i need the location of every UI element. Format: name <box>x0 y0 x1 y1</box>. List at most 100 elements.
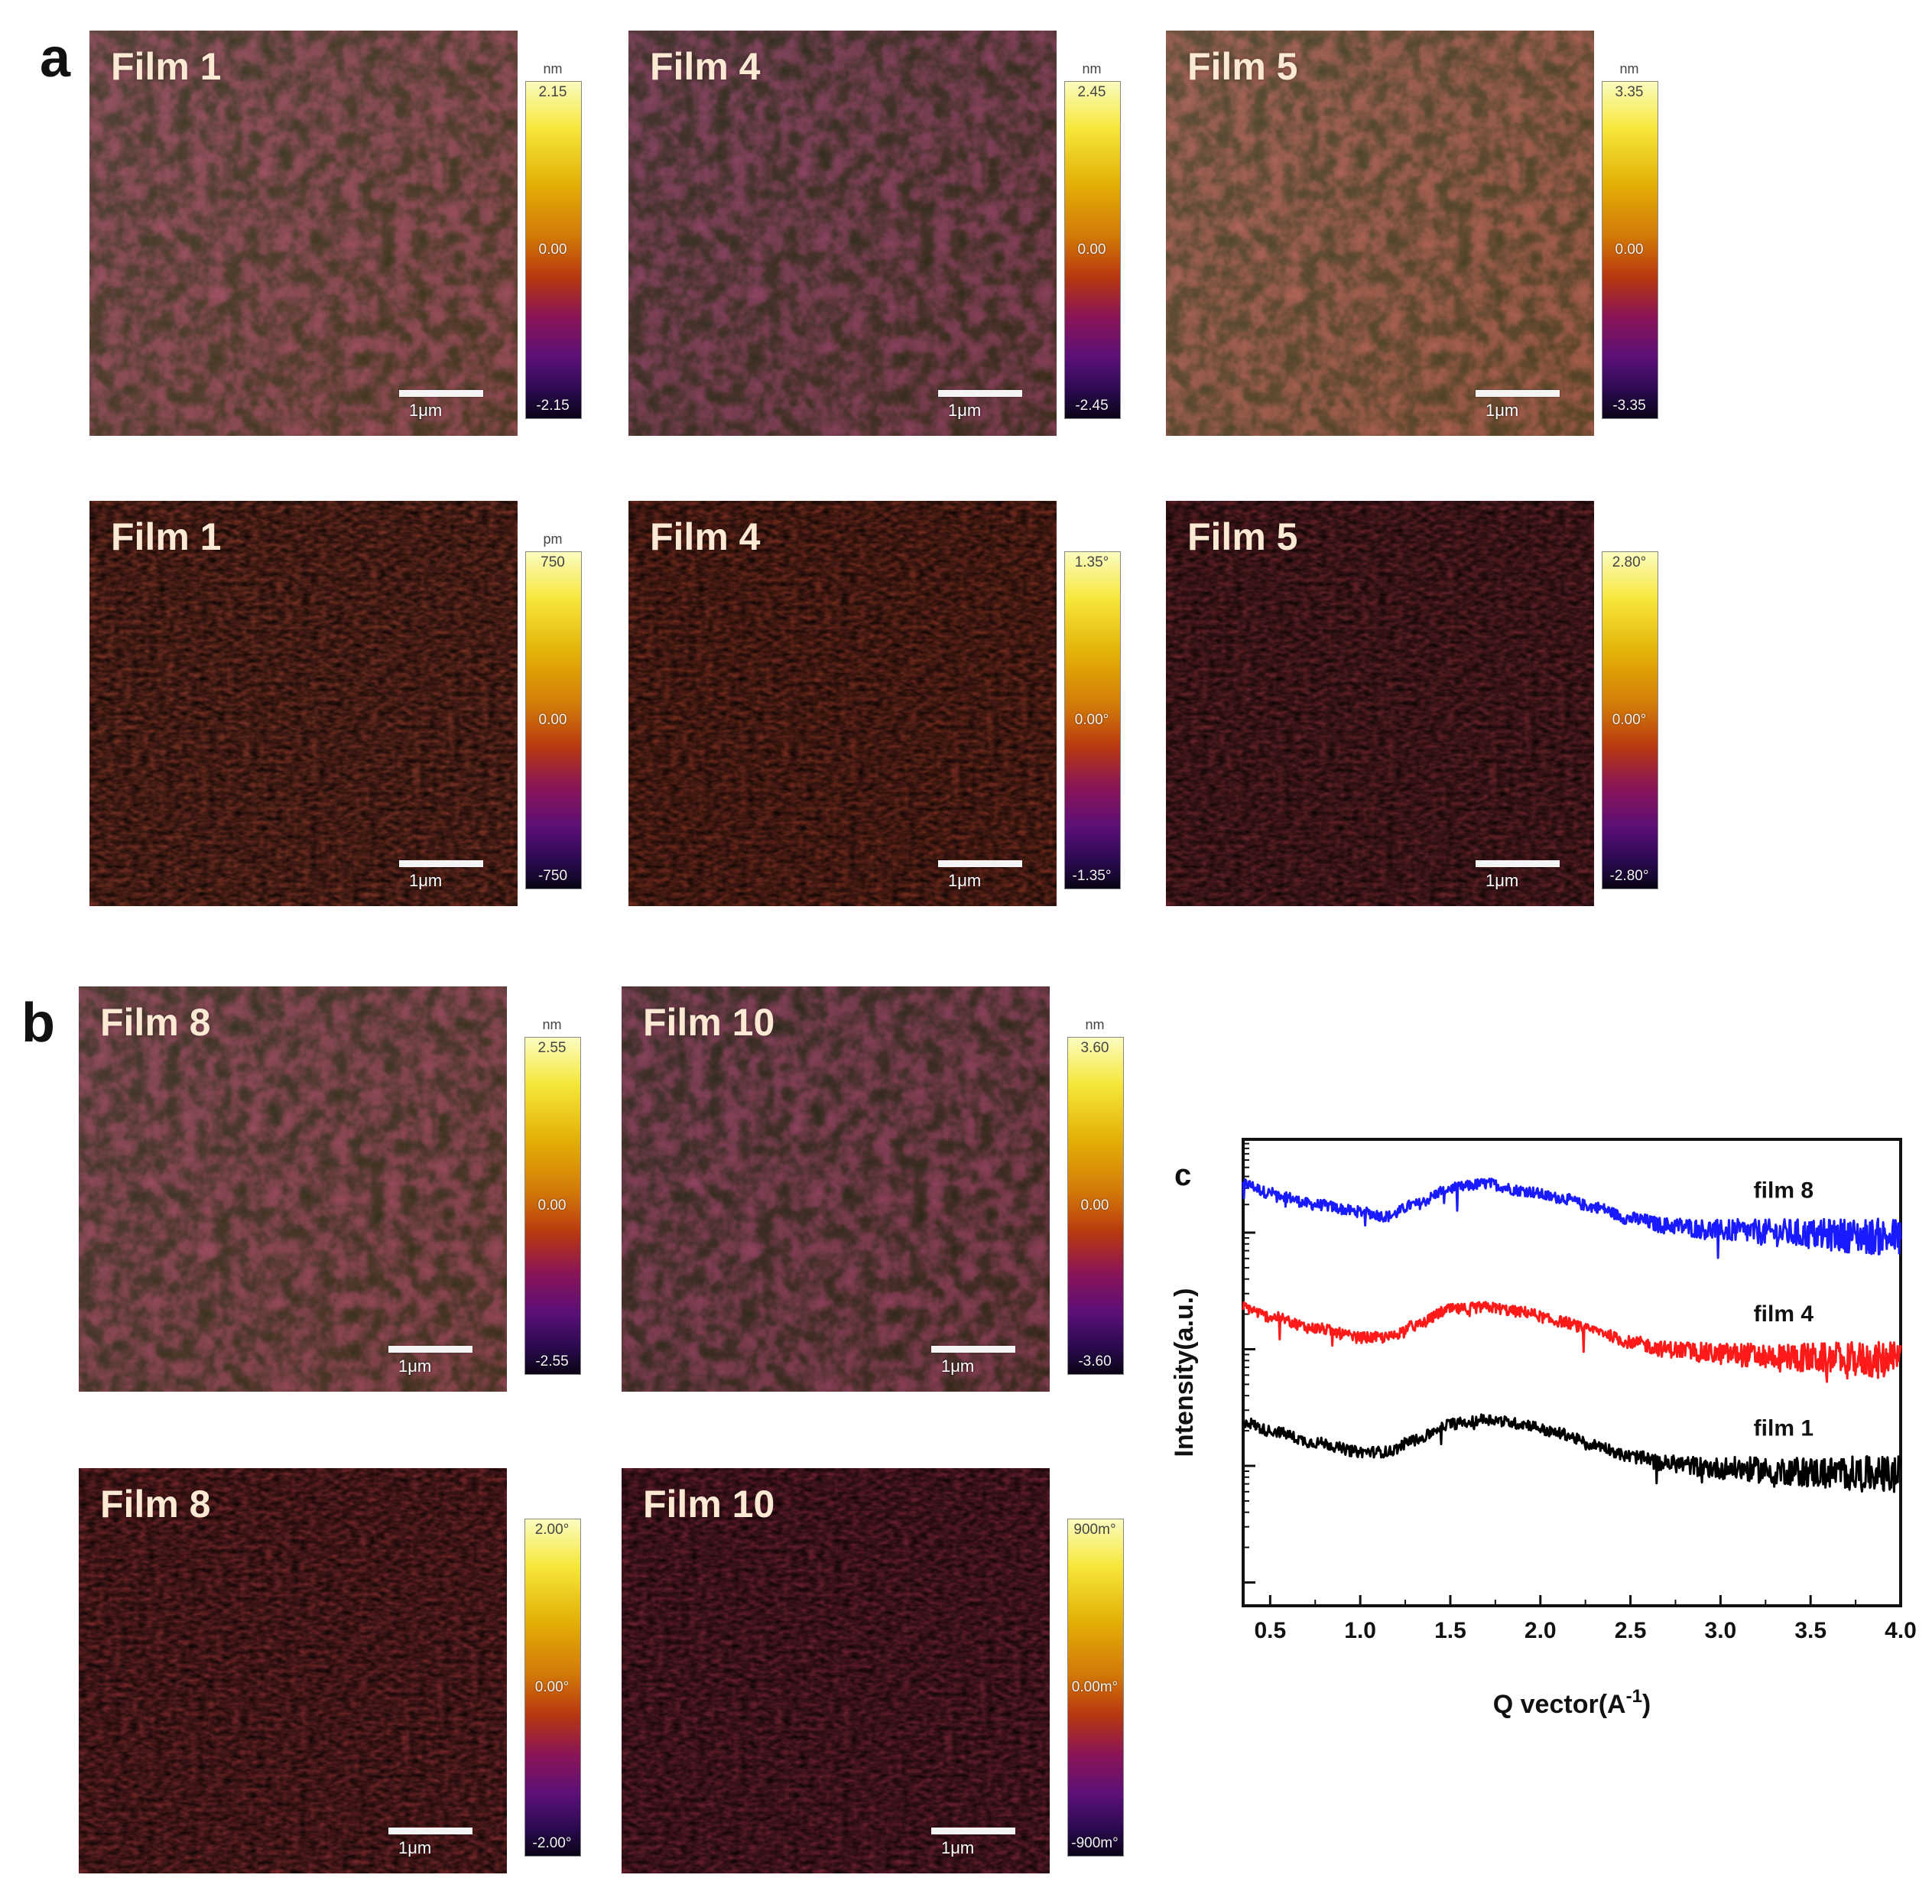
scale-bar-label: 1μm <box>1486 401 1519 420</box>
colorbar-max: 2.80° <box>1612 554 1647 570</box>
plot-frame <box>1242 1138 1902 1607</box>
afm-image-a-height-film5: Film 5 1μm <box>1166 31 1594 436</box>
colorbar-min: -3.60 <box>1078 1353 1112 1370</box>
scale-bar <box>399 860 483 867</box>
series-label: film 1 <box>1754 1415 1813 1441</box>
colorbar-b-height-film10: nm 3.60 0.00 -3.60 <box>1064 1017 1125 1407</box>
colorbar-min: -2.55 <box>535 1353 569 1370</box>
colorbar-min: -2.15 <box>536 398 570 414</box>
afm-texture <box>1166 31 1594 436</box>
scale-bar <box>931 1828 1015 1834</box>
colorbar-mid: 0.00m° <box>1071 1679 1119 1695</box>
colorbar-b-height-film8: nm 2.55 0.00 -2.55 <box>521 1017 583 1407</box>
afm-texture <box>79 1468 507 1873</box>
x-tick-label: 0.5 <box>1254 1618 1286 1643</box>
colorbar-max: 2.55 <box>537 1040 567 1056</box>
colorbar-max: 3.60 <box>1080 1040 1109 1056</box>
colorbar-max: 750 <box>541 554 565 570</box>
scale-bar <box>938 390 1022 397</box>
scale-bar <box>938 860 1022 867</box>
colorbar-a-phase-film4: 1.35° 0.00° -1.35° <box>1061 531 1122 921</box>
colorbar-a-height-film5: nm 3.35 0.00 -3.35 <box>1599 61 1660 451</box>
colorbar-gradient <box>524 1519 581 1857</box>
scale-bar-label: 1μm <box>398 1357 432 1376</box>
panel-letter-b: b <box>21 993 55 1054</box>
afm-image-a-height-film4: Film 4 1μm <box>628 31 1057 436</box>
colorbar-unit: pm <box>543 531 563 547</box>
afm-texture <box>628 501 1057 906</box>
colorbar-min: -900m° <box>1071 1835 1119 1851</box>
x-axis-label-sup: -1 <box>1626 1686 1642 1707</box>
colorbar-max: 3.35 <box>1615 84 1644 100</box>
scale-bar <box>388 1828 472 1834</box>
x-axis-ticks: 0.5 1.0 1.5 2.0 2.5 3.0 3.5 4.0 <box>1254 1595 1917 1643</box>
scale-bar <box>1476 390 1560 397</box>
colorbar-min: -2.45 <box>1075 398 1109 414</box>
afm-texture <box>1166 501 1594 906</box>
colorbar-max: 1.35° <box>1074 554 1109 570</box>
afm-image-b-height-film10: Film 10 1μm <box>622 986 1050 1392</box>
colorbar-mid: 0.00 <box>1615 242 1644 258</box>
colorbar-gradient <box>1602 551 1658 889</box>
afm-image-a-phase-film4: Film 4 1μm <box>628 501 1057 906</box>
afm-image-b-phase-film10: Film 10 1μm <box>622 1468 1050 1873</box>
colorbar-unit: nm <box>542 1017 562 1032</box>
afm-image-b-height-film8: Film 8 1μm <box>79 986 507 1392</box>
series-label: film 8 <box>1754 1178 1813 1203</box>
colorbar-gradient <box>524 1037 581 1375</box>
afm-texture <box>89 501 518 906</box>
colorbar-max: 2.45 <box>1077 84 1106 100</box>
film-label: Film 1 <box>111 45 222 88</box>
colorbar-mid: 0.00 <box>1077 242 1106 258</box>
x-tick-label: 3.5 <box>1794 1618 1826 1643</box>
scale-bar <box>399 390 483 397</box>
colorbar-max: 900m° <box>1073 1522 1116 1538</box>
colorbar-a-height-film4: nm 2.45 0.00 -2.45 <box>1061 61 1122 451</box>
scale-bar-label: 1μm <box>948 401 982 420</box>
afm-image-b-phase-film8: Film 8 1μm <box>79 1468 507 1873</box>
colorbar-gradient <box>1602 81 1658 419</box>
x-axis-label-main: Q vector(A <box>1493 1690 1626 1719</box>
scale-bar-label: 1μm <box>941 1838 975 1857</box>
panel-letter-c: c <box>1174 1158 1191 1192</box>
afm-image-a-phase-film5: Film 5 1μm <box>1166 501 1594 906</box>
series-line-film-1 <box>1242 1413 1902 1493</box>
colorbar-mid: 0.00° <box>534 1679 570 1695</box>
scale-bar <box>388 1346 472 1353</box>
colorbar-unit: nm <box>1082 61 1102 76</box>
film-label: Film 5 <box>1187 45 1298 88</box>
afm-texture <box>89 31 518 436</box>
colorbar-min: -2.80° <box>1609 868 1649 884</box>
colorbar-b-phase-film10: 900m° 0.00m° -900m° <box>1064 1499 1125 1889</box>
colorbar-mid: 0.00 <box>1080 1197 1109 1214</box>
x-tick-label: 2.0 <box>1524 1618 1557 1643</box>
scale-bar-label: 1μm <box>1486 871 1519 890</box>
colorbar-unit: nm <box>1085 1017 1105 1032</box>
x-tick-label: 2.5 <box>1615 1618 1647 1643</box>
panel-letter-a: a <box>40 28 71 89</box>
scale-bar <box>1476 860 1560 867</box>
scale-bar-label: 1μm <box>398 1838 432 1857</box>
afm-texture <box>79 986 507 1392</box>
film-label: Film 4 <box>650 45 761 88</box>
colorbar-min: -2.00° <box>532 1835 572 1851</box>
colorbar-gradient <box>1064 551 1121 889</box>
scale-bar <box>931 1346 1015 1353</box>
colorbar-max: 2.00° <box>534 1522 570 1538</box>
colorbar-min: -1.35° <box>1072 868 1112 884</box>
colorbar-min: -750 <box>537 868 568 884</box>
colorbar-a-phase-film1: pm 750 0.00 -750 <box>522 531 583 921</box>
colorbar-gradient <box>525 81 582 419</box>
colorbar-a-phase-film5: 2.80° 0.00° -2.80° <box>1599 531 1660 921</box>
series-line-film-8 <box>1242 1178 1902 1259</box>
afm-image-a-phase-film1: Film 1 1μm <box>89 501 518 906</box>
colorbar-mid: 0.00° <box>1612 712 1647 728</box>
colorbar-max: 2.15 <box>538 84 567 100</box>
x-tick-label: 1.0 <box>1344 1618 1376 1643</box>
series-line-film-4 <box>1242 1301 1902 1383</box>
scale-bar-label: 1μm <box>409 871 443 890</box>
x-tick-label: 1.5 <box>1434 1618 1466 1643</box>
x-tick-label: 3.0 <box>1705 1618 1737 1643</box>
colorbar-b-phase-film8: 2.00° 0.00° -2.00° <box>521 1499 583 1889</box>
